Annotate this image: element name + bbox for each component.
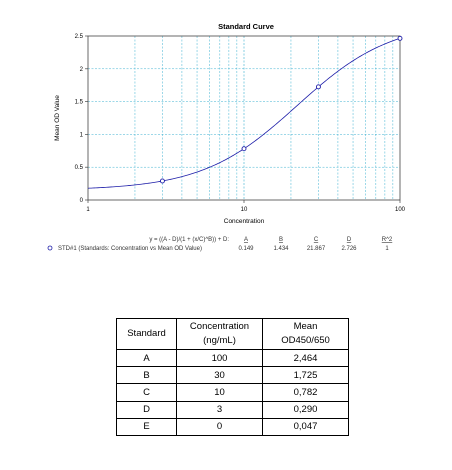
legend-value-a: 0.149: [238, 246, 254, 252]
chart-grid: [88, 36, 400, 200]
table-header-row: Standard Concentration (ng/mL) Mean OD45…: [116, 318, 349, 350]
cell-concentration: 30: [176, 366, 263, 385]
data-point: [397, 35, 403, 41]
legend-header-d: D: [347, 237, 352, 243]
legend-equation: y = ((A - D)/(1 + (x/C)^B)) + D:: [149, 237, 229, 243]
legend-header-c: C: [314, 237, 319, 243]
legend-series-label: STD#1 (Standards: Concentration vs Mean …: [58, 246, 202, 252]
header-concentration-line2: (ng/mL): [203, 335, 236, 346]
cell-mean-od: 0,782: [262, 383, 349, 402]
cell-standard: B: [116, 366, 177, 385]
cell-concentration: 0: [176, 417, 263, 436]
cell-mean-od: 0,047: [262, 417, 349, 436]
cell-standard: D: [116, 400, 177, 419]
y-tick-label: 0.5: [75, 165, 84, 171]
legend-value-d: 2.726: [341, 246, 357, 252]
cell-concentration: 10: [176, 383, 263, 402]
legend-marker-icon: [47, 245, 53, 251]
x-tick-label: 10: [241, 207, 248, 213]
cell-mean-od: 0,290: [262, 400, 349, 419]
legend-value-c: 21.867: [307, 246, 326, 252]
cell-standard: C: [116, 383, 177, 402]
cell-mean-od: 1,725: [262, 366, 349, 385]
header-mean-od: Mean OD450/650: [262, 318, 349, 350]
table-row: E 0 0,047: [116, 417, 349, 436]
standards-table: Standard Concentration (ng/mL) Mean OD45…: [116, 318, 349, 436]
legend-value-r2: 1: [385, 246, 389, 252]
header-concentration: Concentration (ng/mL): [176, 318, 263, 350]
data-point: [315, 84, 321, 90]
x-axis-label: Concentration: [224, 218, 265, 225]
data-point: [159, 178, 165, 184]
y-axis-label: Mean OD Value: [54, 95, 61, 141]
header-mean-line2: OD450/650: [281, 335, 330, 346]
cell-concentration: 3: [176, 400, 263, 419]
y-tick-label: 1.5: [75, 100, 84, 106]
table-row: C 10 0,782: [116, 383, 349, 402]
axis-ticks: 0 0.5 1 1.5 2 2.5 1 10 100: [75, 34, 406, 213]
header-standard: Standard: [116, 318, 177, 350]
legend-header-b: B: [279, 237, 283, 243]
y-tick-label: 2: [80, 67, 84, 73]
cell-concentration: 100: [176, 348, 263, 368]
table-row: B 30 1,725: [116, 366, 349, 385]
standards-table-container: Standard Concentration (ng/mL) Mean OD45…: [116, 318, 349, 436]
header-mean-line1: Mean: [293, 321, 318, 332]
data-point: [241, 146, 247, 152]
x-tick-label: 1: [86, 207, 90, 213]
chart-title: Standard Curve: [218, 22, 274, 31]
legend-value-b: 1.434: [273, 246, 289, 252]
y-tick-label: 2.5: [75, 34, 84, 40]
data-points: [159, 35, 403, 184]
x-tick-label: 100: [395, 207, 406, 213]
cell-standard: A: [116, 348, 177, 368]
table-row: A 100 2,464: [116, 348, 349, 368]
table-row: D 3 0,290: [116, 400, 349, 419]
y-tick-label: 1: [80, 132, 84, 138]
legend-header-r2: R^2: [382, 237, 393, 243]
y-tick-label: 0: [80, 198, 84, 204]
legend-header-a: A: [244, 237, 248, 243]
header-concentration-line1: Concentration: [189, 321, 250, 332]
cell-mean-od: 2,464: [262, 348, 349, 368]
standard-curve-chart: Standard Curve 0 0.5 1 1.5 2 2.5 1 10 100 Concen…: [47, 22, 406, 252]
cell-standard: E: [116, 417, 177, 436]
